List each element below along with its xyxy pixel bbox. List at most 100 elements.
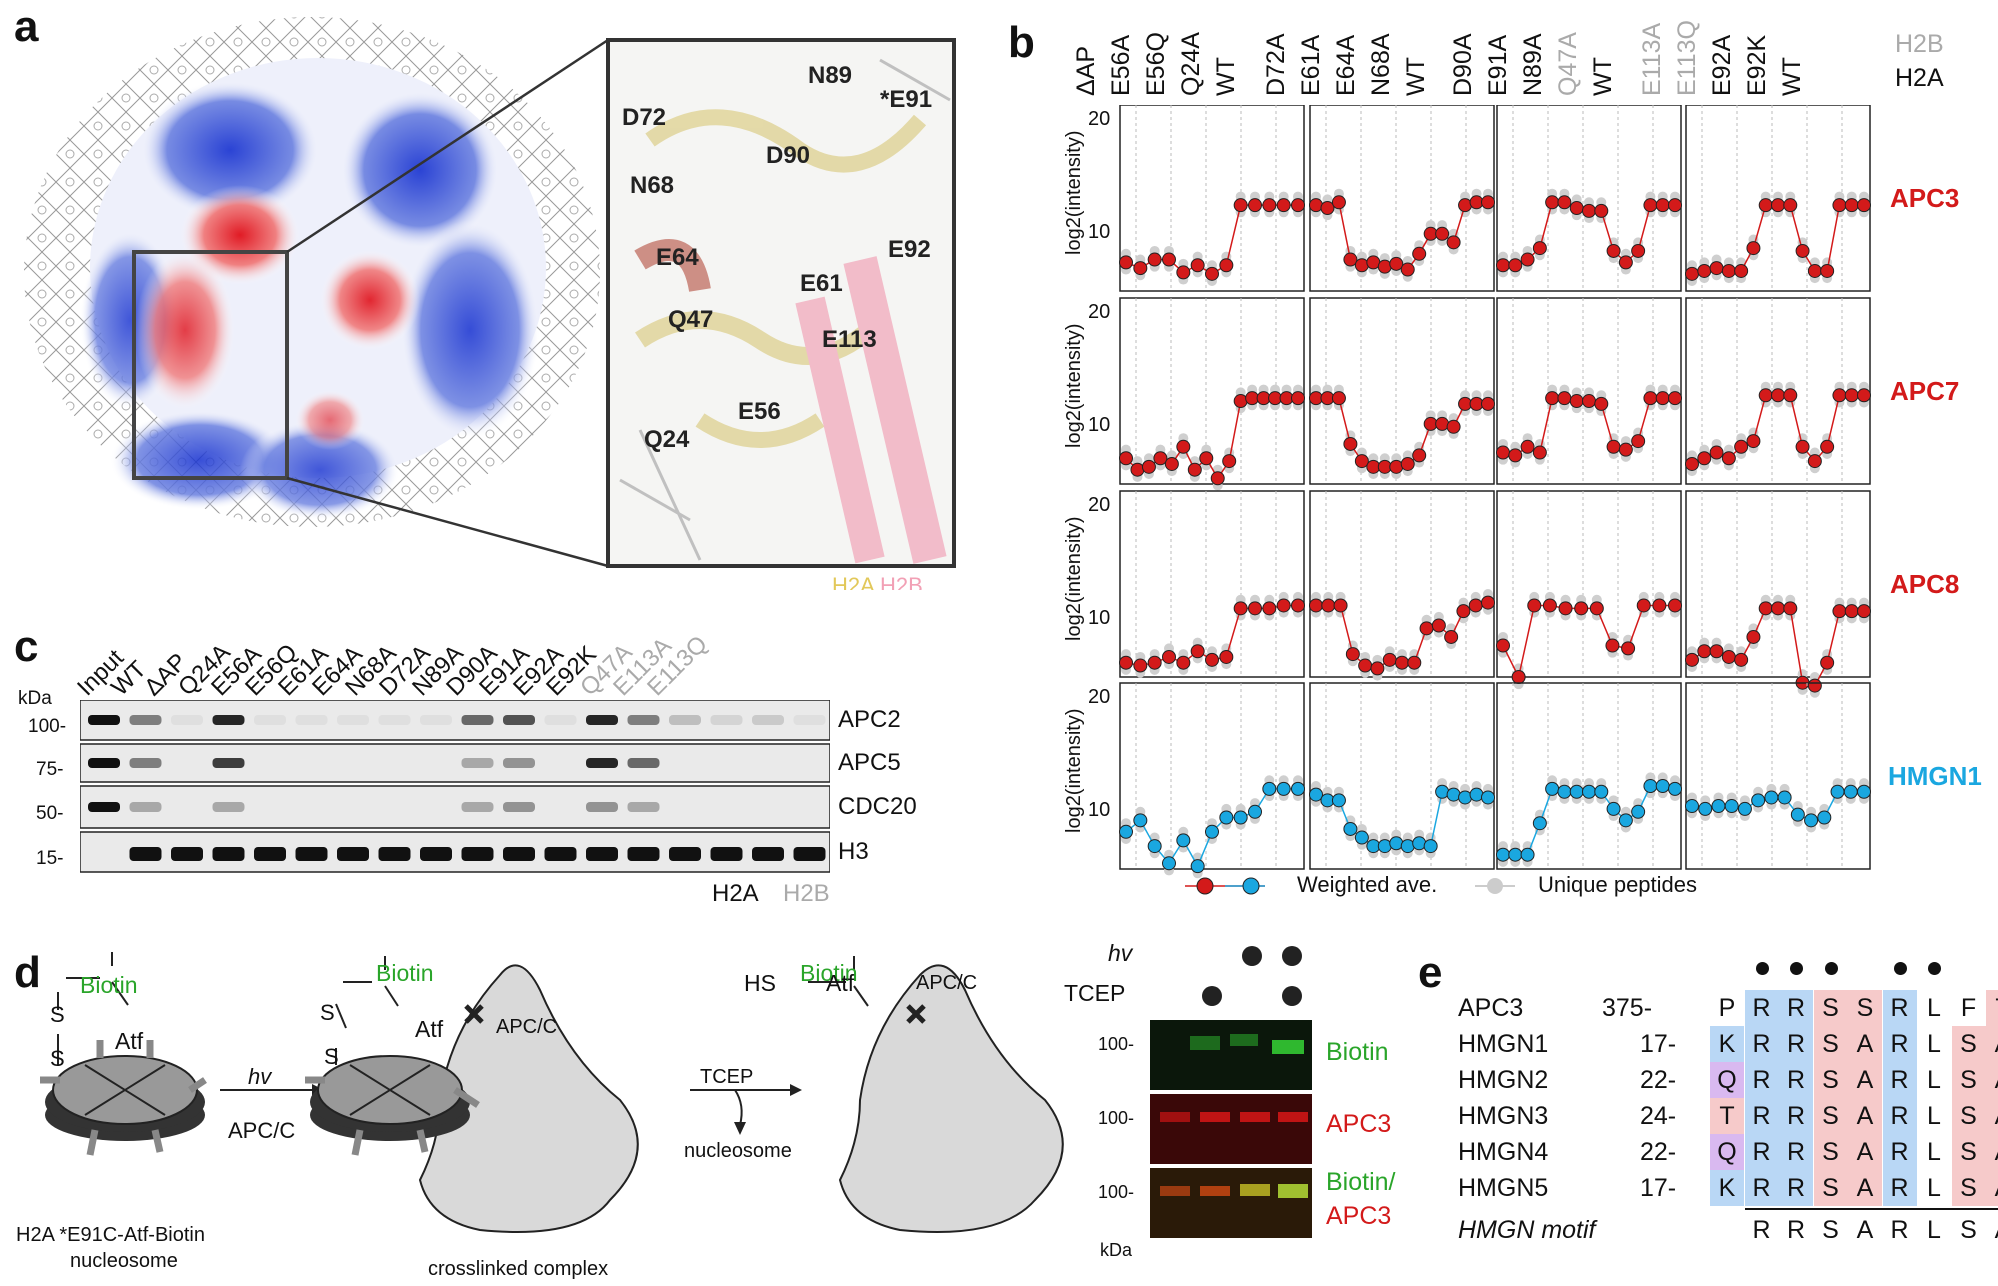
gel-label-biotin: Biotin: [1326, 1038, 1389, 1066]
weighted-average-point: [1291, 391, 1305, 406]
weighted-average-point: [1446, 787, 1461, 802]
sequence-start: 24-: [1640, 1102, 1677, 1130]
weighted-average-point: [1783, 388, 1798, 403]
residue-cell: R: [1882, 1134, 1917, 1170]
atf-label-1: Atf: [115, 1028, 144, 1054]
residue-cell: A: [1848, 1098, 1882, 1134]
residue-cell: A: [1848, 1026, 1882, 1062]
blot-band: [129, 847, 162, 861]
weighted-average-point: [1643, 779, 1658, 794]
weighted-average-point: [1594, 203, 1609, 218]
weighted-average-point: [1685, 799, 1699, 814]
blot-label: APC5: [838, 749, 901, 776]
residue-label: E64: [656, 244, 699, 271]
residue-cell: L: [1927, 1030, 1941, 1058]
mw-marker: 75-: [36, 759, 64, 780]
weighted-average-point: [1758, 198, 1773, 213]
weighted-average-point: [1233, 601, 1248, 616]
weighted-average-point: [1668, 391, 1682, 406]
selection-box: [132, 250, 289, 480]
sequence-name: HMGN4: [1458, 1138, 1549, 1166]
residue-cell: S: [1951, 1134, 1986, 1170]
weighted-average-point: [1210, 471, 1225, 486]
residue-cell: L: [1927, 1102, 1941, 1130]
weighted-average-point: [1594, 396, 1609, 411]
weighted-average-point: [1685, 652, 1699, 667]
weighted-average-point: [1291, 198, 1305, 213]
motif-dot: [1790, 962, 1803, 975]
blot-band: [503, 715, 535, 725]
weighted-average-point: [1176, 833, 1191, 848]
blot-band: [793, 847, 826, 861]
mw-marker: 100-: [28, 716, 67, 737]
y-tick: 20: [1088, 108, 1111, 130]
weighted-average-point: [1291, 598, 1305, 613]
weighted-average-point: [1133, 658, 1148, 673]
residue-cell: R: [1744, 1098, 1779, 1134]
gel-tcep-label: TCEP: [1064, 980, 1126, 1006]
weighted-average-point: [1655, 198, 1670, 213]
residue-cell: Q: [1710, 1062, 1744, 1098]
weighted-average-point: [1435, 784, 1450, 799]
weighted-average-point: [1830, 784, 1845, 799]
blot-band: [129, 758, 162, 768]
weighted-average-point: [1652, 598, 1667, 613]
weighted-average-point: [1276, 198, 1291, 213]
weighted-average-point: [1721, 263, 1736, 278]
facet-frame: [1496, 490, 1682, 678]
protein-label: APC7: [1890, 376, 1960, 406]
y-axis-label: log2(intensity): [1063, 323, 1085, 448]
residue-cell: Q: [1710, 1134, 1744, 1170]
residue-cell: A: [1848, 1170, 1882, 1206]
weighted-average-point: [1468, 598, 1483, 613]
weighted-average-point: [1709, 445, 1724, 460]
weighted-average-point: [1843, 784, 1858, 799]
blot-band: [254, 847, 286, 861]
facet-frame: [1119, 490, 1305, 678]
weighted-average-point: [1176, 265, 1191, 280]
weighted-average-point: [1783, 601, 1798, 616]
mutant-label: ΔAP: [1072, 45, 1100, 96]
biotin-label-2: Biotin: [376, 960, 434, 986]
weighted-average-point: [1119, 255, 1133, 270]
weighted-average-point: [1291, 781, 1305, 796]
residue-cell: A: [1986, 1026, 1998, 1062]
hv-dot: [1282, 946, 1302, 966]
facet-frame: [1309, 297, 1495, 485]
weighted-average-point: [1832, 604, 1847, 619]
weighted-average-point: [1758, 601, 1773, 616]
mutant-label: E92K: [1743, 34, 1771, 96]
blot-band: [212, 847, 245, 861]
mutant-label: Q24A: [1177, 32, 1205, 96]
weighted-average-point: [1783, 198, 1798, 213]
gel-mw-3: 100-: [1098, 1182, 1135, 1202]
weighted-average-point: [1532, 816, 1547, 831]
weighted-average-point: [1331, 793, 1346, 808]
weighted-average-point: [1618, 442, 1633, 457]
weighted-average-point: [1606, 801, 1621, 816]
weighted-average-point: [1721, 451, 1736, 466]
y-tick: 20: [1088, 686, 1111, 708]
gel-label-merge-a: Biotin/: [1326, 1168, 1396, 1196]
weighted-average-point: [1345, 647, 1360, 662]
weighted-average-point: [1400, 262, 1415, 277]
y-tick: 10: [1088, 607, 1111, 629]
facet-frame: [1309, 490, 1495, 678]
weighted-average-point: [1412, 246, 1427, 261]
weighted-average-point: [1631, 804, 1646, 819]
residue-cell: S: [1951, 1062, 1986, 1098]
weighted-average-point: [1558, 601, 1573, 616]
weighted-average-point: [1734, 439, 1749, 454]
residue-cell: R: [1882, 1062, 1917, 1098]
y-tick: 10: [1088, 414, 1111, 436]
panel-letter-c: c: [14, 622, 39, 671]
residue-cell: A: [1848, 1062, 1882, 1098]
weighted-average-point: [1119, 451, 1133, 466]
weighted-average-point: [1233, 198, 1248, 213]
weighted-average-point: [1820, 439, 1835, 454]
nucleosome-1: [40, 952, 207, 1156]
motif-residue: R: [1786, 1216, 1806, 1244]
legend-weighted-label: Weighted ave.: [1297, 872, 1438, 897]
blot-band: [337, 847, 369, 861]
blot-band: [627, 758, 660, 768]
